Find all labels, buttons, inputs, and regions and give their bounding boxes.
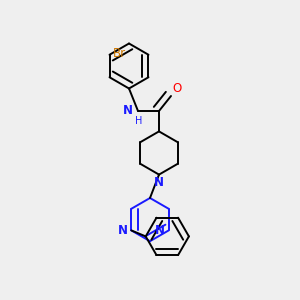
Text: N: N	[118, 224, 128, 237]
Text: N: N	[155, 224, 165, 237]
Text: O: O	[172, 82, 182, 94]
Text: N: N	[154, 176, 164, 189]
Text: N: N	[123, 104, 133, 117]
Text: Br: Br	[113, 47, 126, 60]
Text: H: H	[135, 116, 142, 126]
